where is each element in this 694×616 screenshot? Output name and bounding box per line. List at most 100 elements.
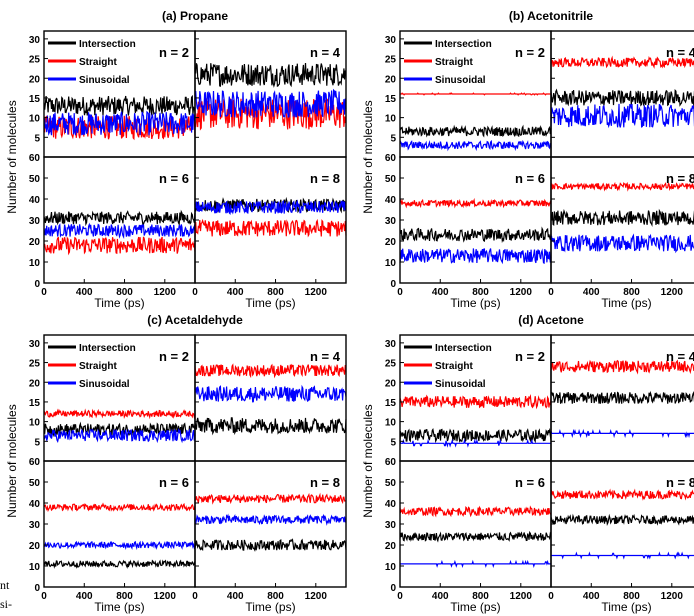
series-line-intersection (194, 417, 347, 436)
x-tick-label: 1200 (661, 287, 684, 298)
y-tick-label: 0 (34, 583, 40, 594)
y-tick-label: 20 (385, 237, 397, 248)
series-line-straight (399, 505, 552, 518)
y-tick-label: 20 (29, 541, 41, 552)
legend-label-sinusoidal: Sinusoidal (79, 379, 130, 390)
x-tick-label: 400 (76, 287, 93, 298)
chart-title: (a) Propane (162, 9, 228, 23)
y-tick-label: 25 (29, 359, 41, 370)
panel-label: n = 2 (515, 349, 545, 364)
series-line-intersection (43, 209, 196, 227)
x-tick-label: 0 (41, 591, 47, 602)
y-tick-label: 30 (385, 35, 397, 46)
x-axis-label: Time (ps) (450, 296, 500, 310)
panel-1: n = 2 5 10 15 20 25 30 Intersection Straight Sinu… (29, 334, 196, 462)
panel-label: n = 4 (310, 349, 341, 364)
y-tick-label: 50 (385, 478, 397, 489)
y-tick-label: 30 (385, 520, 397, 531)
x-tick-label: 1200 (154, 591, 177, 602)
x-tick-label: 400 (583, 287, 600, 298)
series-line-intersection (399, 226, 552, 244)
x-tick-label: 0 (192, 287, 198, 298)
x-tick-label: 0 (41, 287, 47, 298)
panel-4: n = 8 0 400 800 1200 Time (ps) (192, 460, 347, 614)
y-tick-label: 25 (385, 55, 397, 66)
series-line-intersection (194, 62, 347, 88)
x-tick-label: 0 (192, 591, 198, 602)
x-tick-label: 0 (548, 591, 554, 602)
panel-label: n = 4 (666, 349, 694, 364)
y-tick-label: 15 (29, 94, 41, 105)
y-tick-label: 5 (34, 437, 40, 448)
y-tick-label: 10 (385, 258, 397, 269)
series-line-intersection (550, 513, 694, 526)
y-tick-label: 20 (385, 541, 397, 552)
y-tick-label: 5 (34, 133, 40, 144)
legend-label-intersection: Intersection (435, 39, 492, 50)
series-line-straight (550, 55, 694, 69)
series-line-intersection (550, 208, 694, 228)
y-tick-label: 0 (390, 583, 396, 594)
series-line-intersection (399, 124, 552, 138)
series-line-straight (194, 218, 347, 238)
panel-2: n = 4 (550, 30, 694, 158)
y-tick-label: 10 (29, 562, 41, 573)
series-line-sinusoidal (550, 233, 694, 254)
series-line-sinusoidal (43, 427, 196, 444)
x-tick-label: 1200 (305, 287, 328, 298)
series-line-straight (194, 363, 347, 379)
y-tick-label: 10 (29, 258, 41, 269)
y-tick-label: 40 (29, 499, 41, 510)
series-line-sinusoidal (550, 428, 694, 439)
legend: Intersection Straight Sinusoidal (404, 39, 492, 86)
panel-2: n = 4 (194, 30, 347, 158)
y-tick-label: 50 (385, 174, 397, 185)
x-tick-label: 400 (76, 591, 93, 602)
chart-title: (c) Acetaldehyde (147, 313, 243, 327)
cropped-caption-text-2: si- (0, 597, 12, 611)
chart-4: (d) Acetone Number of molecules n = 2 5 10 15… (361, 313, 694, 614)
x-tick-label: 0 (397, 591, 403, 602)
y-tick-label: 30 (29, 339, 41, 350)
x-axis-label: Time (ps) (450, 600, 500, 614)
legend-label-intersection: Intersection (79, 343, 136, 354)
panel-2: n = 4 (194, 334, 347, 462)
y-axis-label: Number of molecules (361, 100, 375, 213)
x-tick-label: 1200 (510, 287, 533, 298)
series-line-sinusoidal (399, 139, 552, 152)
x-tick-label: 400 (583, 591, 600, 602)
panel-1: n = 2 5 10 15 20 25 30 Intersection Straight Sinu… (29, 30, 196, 158)
series-line-straight (550, 181, 694, 192)
series-line-straight (399, 393, 552, 410)
y-tick-label: 15 (385, 398, 397, 409)
cropped-caption-text-1: nt (0, 578, 10, 592)
panel-label: n = 4 (310, 45, 341, 60)
series-line-sinusoidal (399, 438, 551, 448)
y-tick-label: 60 (385, 457, 397, 468)
x-tick-label: 800 (267, 287, 284, 298)
chart-2: (b) Acetonitrile Number of molecules n = 2… (361, 9, 694, 310)
panel-3: n = 6 0 10 20 30 40 50 60 0 400 800 1200 Time (ps) (385, 153, 552, 310)
y-tick-label: 5 (390, 133, 396, 144)
panel-label: n = 6 (159, 171, 189, 186)
x-tick-label: 400 (227, 287, 244, 298)
series-line-intersection (399, 530, 552, 543)
y-tick-label: 10 (385, 418, 397, 429)
chart-3: (c) Acetaldehyde Number of molecules n = 2… (5, 313, 347, 614)
x-tick-label: 400 (227, 591, 244, 602)
panel-label: n = 2 (515, 45, 545, 60)
panel-4: n = 8 0 400 800 1200 Time (ps) (548, 156, 694, 310)
y-tick-label: 30 (29, 520, 41, 531)
y-tick-label: 50 (29, 478, 41, 489)
series-line-straight (43, 408, 196, 420)
y-tick-label: 15 (385, 94, 397, 105)
x-axis-label: Time (ps) (94, 600, 144, 614)
x-tick-label: 800 (267, 591, 284, 602)
x-tick-label: 800 (472, 591, 489, 602)
x-tick-label: 800 (472, 287, 489, 298)
y-tick-label: 30 (385, 339, 397, 350)
x-tick-label: 1200 (510, 591, 533, 602)
series-line-sinusoidal (43, 540, 196, 551)
y-tick-label: 50 (29, 174, 41, 185)
y-tick-label: 20 (385, 378, 397, 389)
